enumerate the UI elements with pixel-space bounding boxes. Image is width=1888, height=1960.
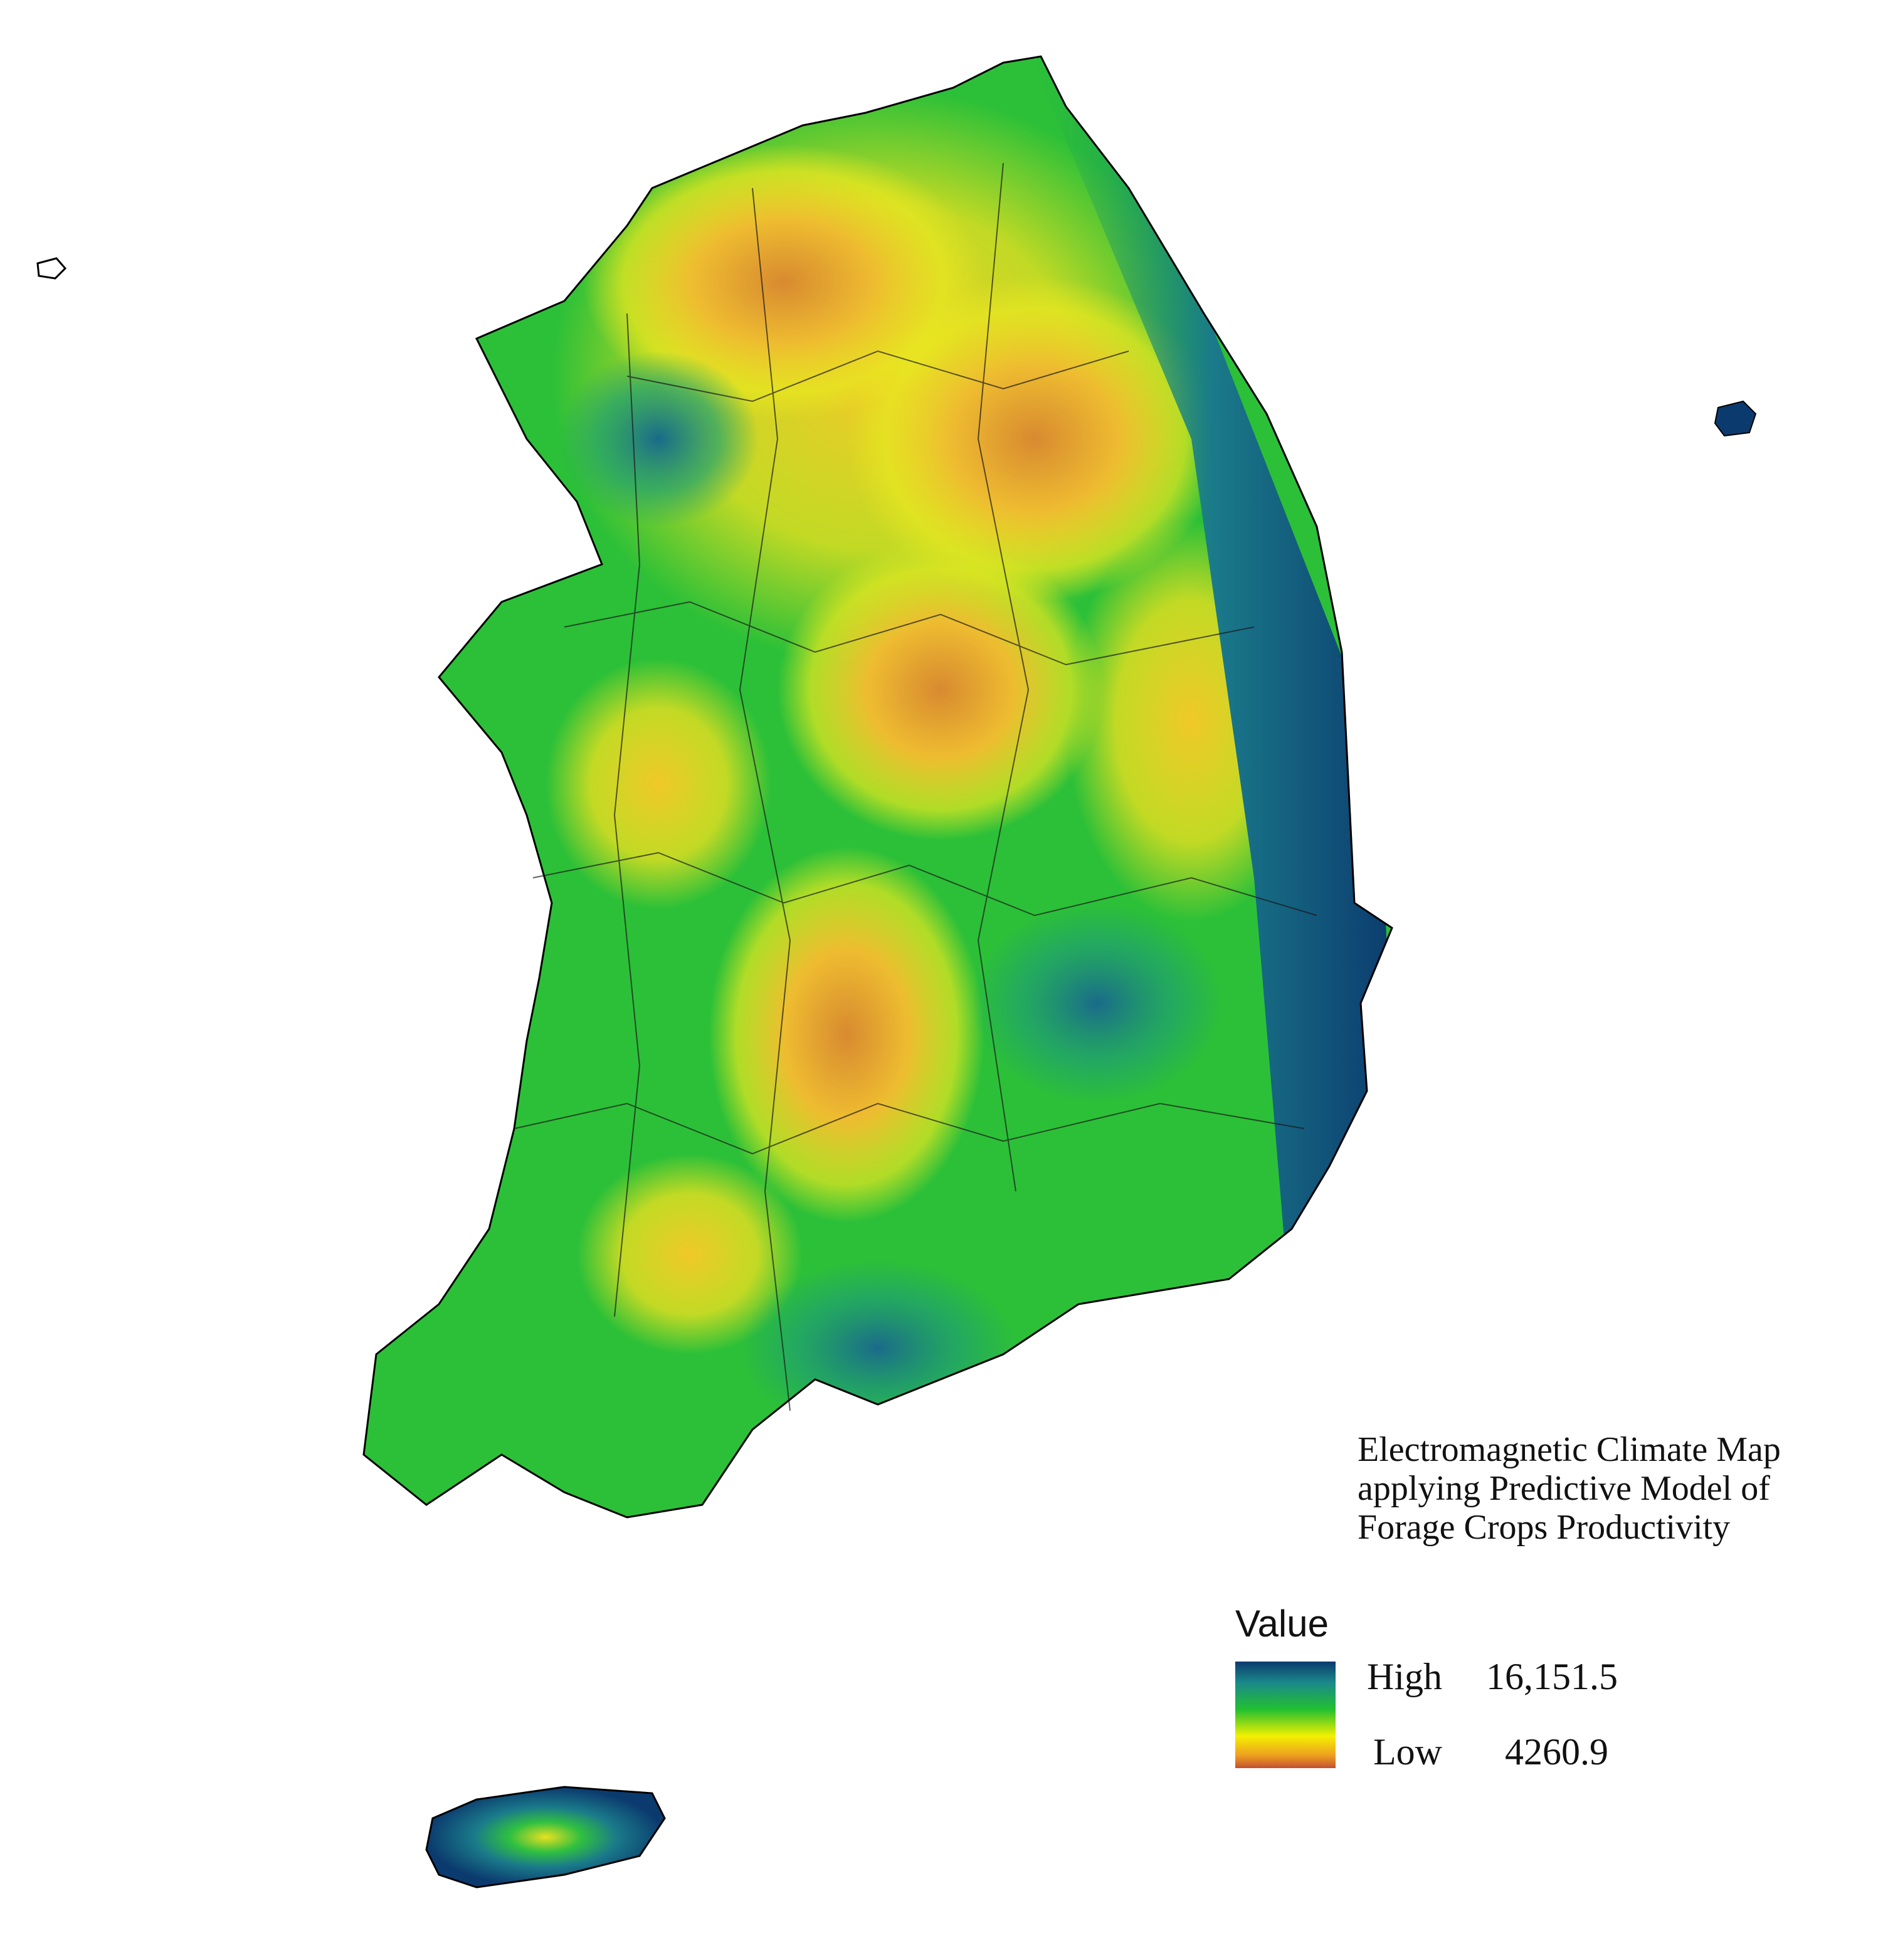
ulleung-island — [1714, 400, 1757, 437]
legend-value: 16,151.5 — [1486, 1656, 1618, 1697]
legend-colorbar — [1235, 1662, 1336, 1768]
legend-value: 4260.9 — [1505, 1731, 1608, 1773]
mainland — [364, 56, 1392, 1517]
legend-labels: High 16,151.5 Low 4260.9 — [1336, 1656, 1618, 1773]
district-boundaries — [514, 162, 1317, 1411]
title-line: Electromagnetic Climate Map — [1358, 1430, 1781, 1469]
title-line: Forage Crops Productivity — [1358, 1508, 1730, 1547]
jeju-island — [425, 1786, 666, 1889]
title-line: applying Predictive Model of — [1358, 1469, 1770, 1508]
legend-label: High — [1367, 1656, 1442, 1697]
legend-label: Low — [1373, 1731, 1443, 1773]
legend-title: Value — [1235, 1603, 1329, 1645]
small-island — [36, 257, 67, 280]
